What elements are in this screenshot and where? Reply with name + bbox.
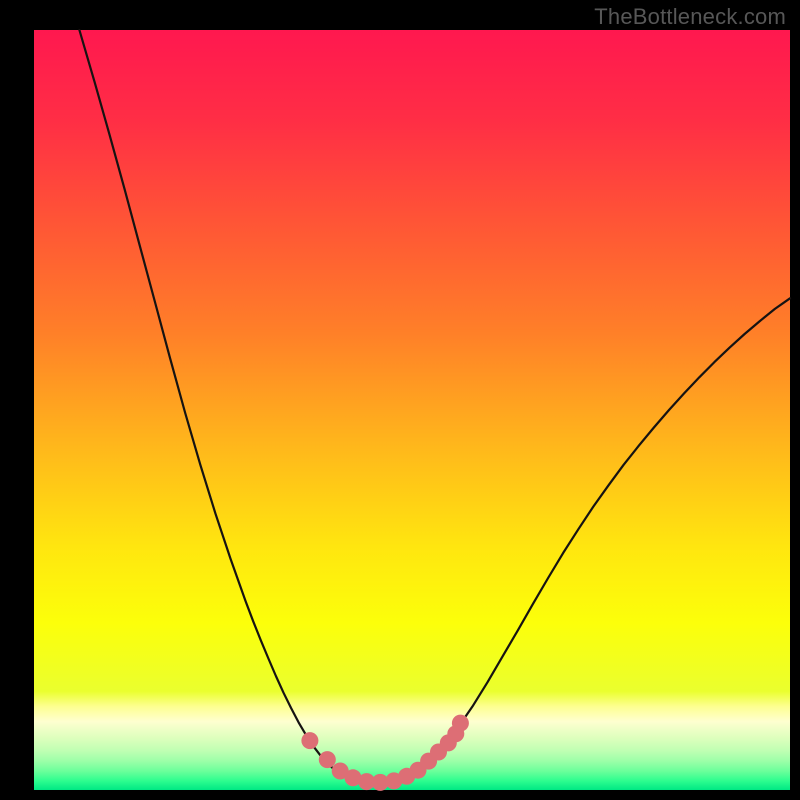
data-marker [452, 715, 469, 732]
data-marker [301, 732, 318, 749]
chart-gradient-bg [34, 30, 790, 790]
bottleneck-chart [0, 0, 800, 800]
data-marker [319, 751, 336, 768]
watermark-text: TheBottleneck.com [594, 4, 786, 30]
